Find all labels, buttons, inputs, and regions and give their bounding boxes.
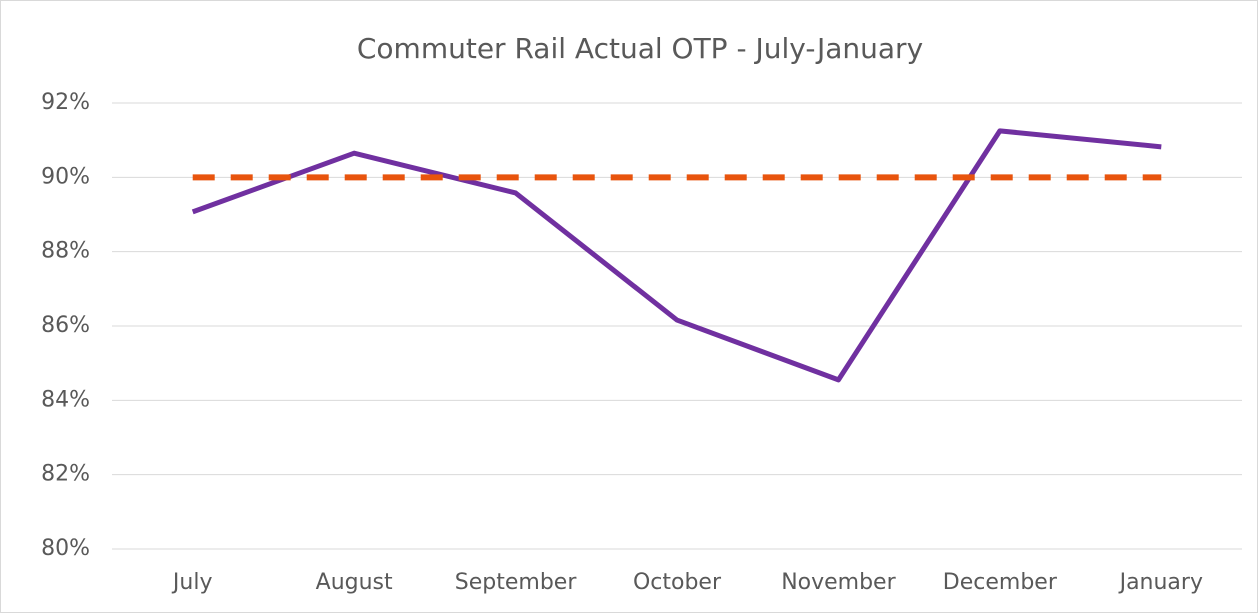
x-tick-label: August: [316, 570, 393, 595]
y-tick-label: 90%: [41, 164, 90, 189]
chart-title: Commuter Rail Actual OTP - July-January: [357, 32, 923, 65]
y-tick-label: 80%: [41, 536, 90, 561]
x-tick-label: July: [171, 570, 213, 595]
x-tick-label: October: [633, 570, 722, 595]
y-tick-label: 82%: [41, 462, 90, 487]
y-tick-label: 84%: [41, 387, 90, 412]
x-tick-label: December: [943, 570, 1058, 595]
y-tick-label: 92%: [41, 90, 90, 115]
x-tick-label: September: [455, 570, 578, 595]
y-tick-label: 88%: [41, 239, 90, 264]
series-line: [191, 128, 1162, 383]
x-tick-label: November: [781, 570, 896, 595]
x-tick-label: January: [1118, 570, 1203, 595]
y-tick-label: 86%: [41, 313, 90, 338]
